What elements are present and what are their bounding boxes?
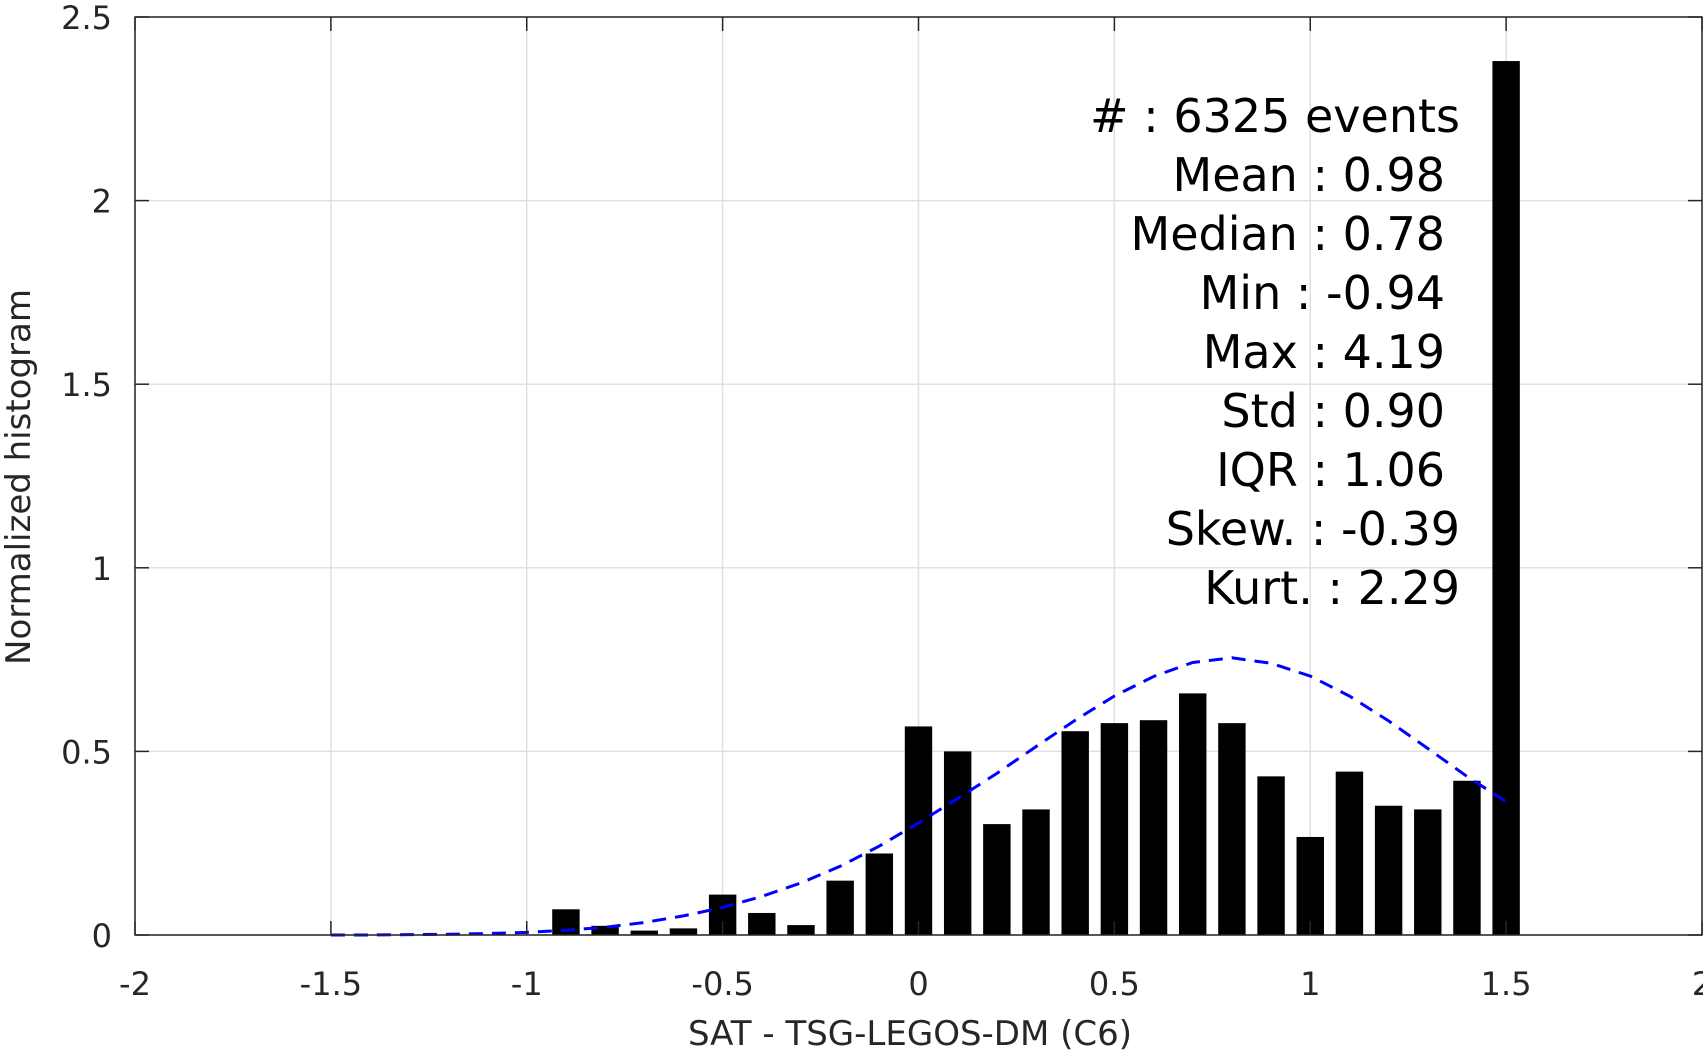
ticks: -2 -1.5 -1 -0.5 0 0.5 1 1.5 2 0 0.5 1 1.5 2 2.5 [61, 0, 1703, 1003]
x-tick-label: -2 [119, 965, 151, 1003]
histogram-bar [787, 925, 815, 935]
histogram-bar [1296, 836, 1324, 935]
stats-line: Median : 0.78 [1131, 207, 1445, 261]
histogram-bar [1335, 771, 1364, 935]
x-tick-label: 2 [1692, 965, 1703, 1003]
y-tick-label: 0 [92, 917, 112, 955]
stats-line: IQR : 1.06 [1216, 443, 1445, 497]
histogram-bar [1061, 731, 1089, 935]
histogram-bar [630, 930, 658, 935]
y-tick-label: 1 [92, 550, 112, 588]
x-axis-label: SAT - TSG-LEGOS-DM (C6) [688, 1014, 1132, 1053]
x-tick-label: 0.5 [1089, 965, 1140, 1003]
stats-line: # : 6325 events [1090, 89, 1460, 143]
y-tick-label: 0.5 [61, 733, 112, 771]
y-tick-label: 1.5 [61, 366, 112, 404]
histogram-bar [669, 928, 698, 935]
x-tick-label: 1 [1300, 965, 1320, 1003]
histogram-bar [1257, 776, 1285, 935]
histogram-bar [1139, 720, 1168, 935]
x-tick-label: -0.5 [691, 965, 753, 1003]
histogram-bar [826, 880, 854, 935]
histogram-bar [904, 726, 933, 935]
histogram-bar [1179, 693, 1207, 935]
y-axis-label: Normalized histogram [0, 289, 39, 665]
stats-line: Std : 0.90 [1221, 384, 1445, 438]
histogram-bar [1218, 723, 1246, 935]
x-tick-label: 0 [908, 965, 928, 1003]
y-tick-label: 2 [92, 183, 112, 221]
stats-line: Mean : 0.98 [1173, 148, 1446, 202]
histogram-bar [1374, 805, 1403, 935]
y-tick-label: 2.5 [61, 0, 112, 37]
stats-line: Kurt. : 2.29 [1204, 561, 1460, 615]
histogram-bar [1022, 809, 1050, 935]
histogram-bars [552, 61, 1520, 935]
histogram-bar [1453, 780, 1481, 935]
x-tick-label: -1.5 [300, 965, 362, 1003]
x-tick-label: -1 [511, 965, 543, 1003]
stats-line: Min : -0.94 [1200, 266, 1445, 320]
histogram-bar [1100, 723, 1129, 935]
histogram-bar [943, 751, 972, 935]
histogram-bar [1492, 61, 1520, 935]
histogram-bar [591, 925, 619, 935]
x-tick-label: 1.5 [1481, 965, 1532, 1003]
stats-line: Max : 4.19 [1203, 325, 1445, 379]
histogram-bar [1414, 809, 1442, 935]
stats-line: Skew. : -0.39 [1166, 502, 1460, 556]
histogram-bar [748, 912, 776, 935]
histogram-bar [865, 853, 894, 935]
histogram-bar [983, 824, 1011, 935]
